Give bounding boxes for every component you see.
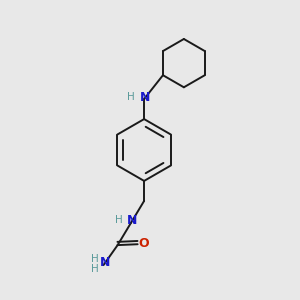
Text: H: H	[127, 92, 135, 102]
Text: H: H	[115, 215, 123, 225]
Text: H: H	[91, 254, 98, 264]
Text: O: O	[138, 237, 149, 250]
Text: N: N	[100, 256, 110, 269]
Text: N: N	[127, 214, 137, 226]
Text: N: N	[140, 91, 151, 104]
Text: H: H	[91, 264, 98, 274]
